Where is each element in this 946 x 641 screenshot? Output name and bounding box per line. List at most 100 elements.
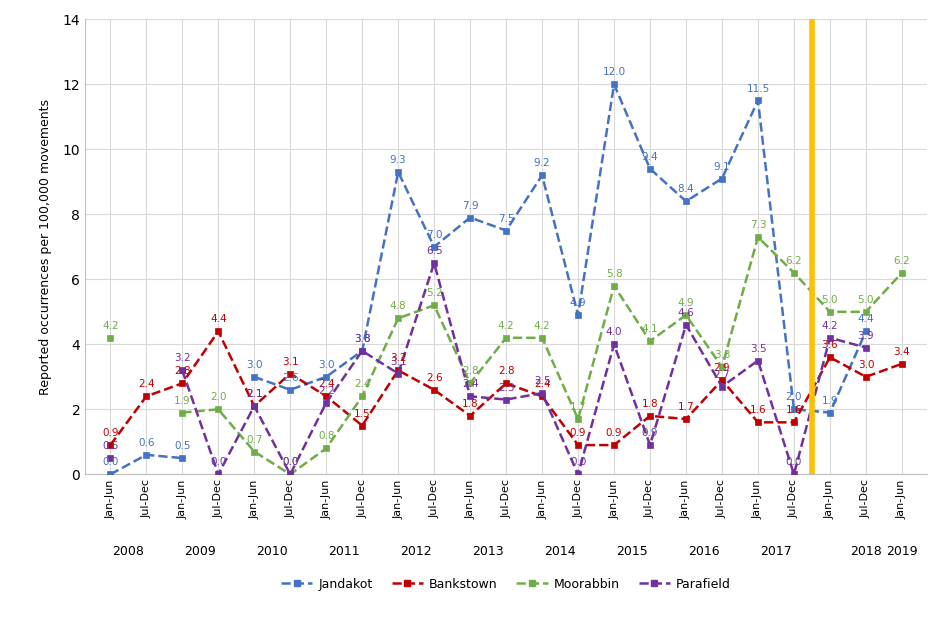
Text: 0.8: 0.8 <box>318 431 335 442</box>
Text: 3.0: 3.0 <box>858 360 874 370</box>
Text: 4.6: 4.6 <box>677 308 694 318</box>
Bankstown <box>141 392 152 400</box>
Text: 9.4: 9.4 <box>641 152 658 162</box>
Bankstown <box>249 403 260 410</box>
Text: 4.1: 4.1 <box>641 324 658 334</box>
Text: 6.2: 6.2 <box>894 256 910 266</box>
Text: 1.9: 1.9 <box>822 395 838 406</box>
Text: 3.8: 3.8 <box>354 334 371 344</box>
Text: 2.5: 2.5 <box>534 376 551 386</box>
Text: 0.0: 0.0 <box>282 458 298 467</box>
Text: 2011: 2011 <box>328 545 360 558</box>
Text: 4.9: 4.9 <box>569 298 587 308</box>
Text: 5.0: 5.0 <box>858 295 874 305</box>
Text: 3.4: 3.4 <box>894 347 910 357</box>
Line: Jandakot: Jandakot <box>108 452 185 477</box>
Text: 2.9: 2.9 <box>713 363 730 373</box>
Text: 4.2: 4.2 <box>822 321 838 331</box>
Text: 1.7: 1.7 <box>677 402 694 412</box>
Y-axis label: Reported occurrences per 100,000 movements: Reported occurrences per 100,000 movemen… <box>39 99 51 395</box>
Text: 2.1: 2.1 <box>246 389 263 399</box>
Text: 4.2: 4.2 <box>102 321 118 331</box>
Text: 2008: 2008 <box>113 545 144 558</box>
Bankstown <box>608 441 620 449</box>
Text: 2.3: 2.3 <box>498 383 515 393</box>
Text: 8.4: 8.4 <box>677 185 694 194</box>
Text: 0.9: 0.9 <box>569 428 587 438</box>
Bankstown <box>644 412 656 420</box>
Text: 6.2: 6.2 <box>785 256 802 266</box>
Text: 7.3: 7.3 <box>749 220 766 230</box>
Text: 4.0: 4.0 <box>605 328 622 337</box>
Text: 9.2: 9.2 <box>534 158 551 169</box>
Bankstown <box>752 419 763 426</box>
Text: 3.1: 3.1 <box>282 356 299 367</box>
Line: Bankstown: Bankstown <box>108 329 904 448</box>
Jandakot <box>105 470 116 478</box>
Text: 4.8: 4.8 <box>390 301 407 312</box>
Text: 1.6: 1.6 <box>749 405 766 415</box>
Text: 12.0: 12.0 <box>603 67 625 78</box>
Text: 4.4: 4.4 <box>858 314 874 324</box>
Text: 3.2: 3.2 <box>174 353 190 363</box>
Text: 2009: 2009 <box>184 545 216 558</box>
Bankstown <box>357 422 368 429</box>
Text: 7.5: 7.5 <box>498 213 515 224</box>
Text: 3.0: 3.0 <box>318 360 335 370</box>
Text: 4.4: 4.4 <box>210 314 227 324</box>
Text: 3.5: 3.5 <box>749 344 766 354</box>
Legend: Jandakot, Bankstown, Moorabbin, Parafield: Jandakot, Bankstown, Moorabbin, Parafiel… <box>276 572 736 595</box>
Text: 0.0: 0.0 <box>282 458 298 467</box>
Text: 7.9: 7.9 <box>462 201 479 211</box>
Text: 5.8: 5.8 <box>605 269 622 279</box>
Text: 0.0: 0.0 <box>210 458 226 467</box>
Text: 3.0: 3.0 <box>246 360 262 370</box>
Jandakot <box>141 451 152 459</box>
Text: 2019: 2019 <box>886 545 918 558</box>
Text: 1.7: 1.7 <box>569 402 587 412</box>
Text: 2.2: 2.2 <box>318 386 335 396</box>
Text: 0.5: 0.5 <box>102 441 118 451</box>
Text: 1.5: 1.5 <box>354 408 371 419</box>
Bankstown <box>824 353 835 361</box>
Text: 0.9: 0.9 <box>102 428 118 438</box>
Text: 2.4: 2.4 <box>462 379 479 389</box>
Text: 2.8: 2.8 <box>498 367 515 376</box>
Bankstown <box>536 392 548 400</box>
Text: 0.0: 0.0 <box>569 458 587 467</box>
Text: 2.8: 2.8 <box>174 367 190 376</box>
Bankstown <box>680 415 692 423</box>
Text: 0.9: 0.9 <box>641 428 658 438</box>
Text: 5.0: 5.0 <box>822 295 838 305</box>
Bankstown <box>500 379 512 387</box>
Text: 0.0: 0.0 <box>102 458 118 467</box>
Text: 11.5: 11.5 <box>746 83 770 94</box>
Text: 0.5: 0.5 <box>174 441 190 451</box>
Text: 3.6: 3.6 <box>822 340 838 351</box>
Text: 1.8: 1.8 <box>641 399 658 409</box>
Bankstown <box>321 392 332 400</box>
Text: 2014: 2014 <box>544 545 576 558</box>
Text: 3.9: 3.9 <box>858 331 874 340</box>
Text: 2.4: 2.4 <box>318 379 335 389</box>
Bankstown <box>860 373 871 381</box>
Text: 4.9: 4.9 <box>677 298 694 308</box>
Text: 2013: 2013 <box>472 545 504 558</box>
Bankstown <box>896 360 907 368</box>
Text: 4.2: 4.2 <box>498 321 515 331</box>
Bankstown <box>285 370 296 378</box>
Text: 2.4: 2.4 <box>354 379 371 389</box>
Text: 1.8: 1.8 <box>462 399 479 409</box>
Bankstown <box>393 367 404 374</box>
Text: 2010: 2010 <box>256 545 289 558</box>
Text: 3.3: 3.3 <box>713 350 730 360</box>
Text: 3.2: 3.2 <box>390 353 407 363</box>
Bankstown <box>572 441 584 449</box>
Text: 2.0: 2.0 <box>210 392 226 403</box>
Bankstown <box>716 376 727 384</box>
Text: 2.1: 2.1 <box>246 389 263 399</box>
Text: 2015: 2015 <box>616 545 648 558</box>
Text: 2016: 2016 <box>688 545 720 558</box>
Text: 3.1: 3.1 <box>390 356 407 367</box>
Jandakot <box>177 454 188 462</box>
